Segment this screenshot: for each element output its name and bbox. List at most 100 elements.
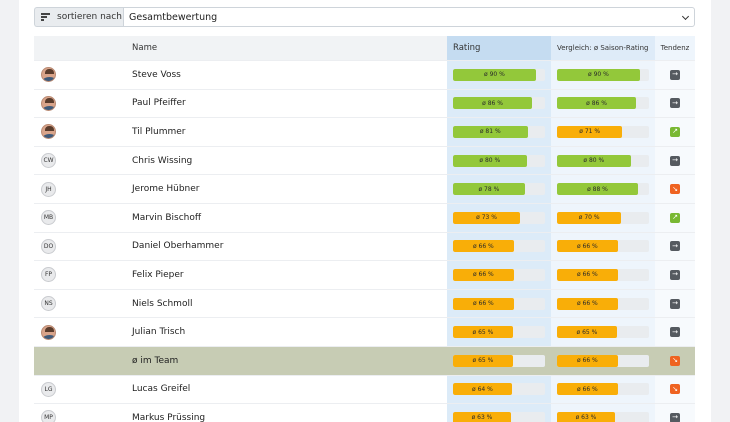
player-name[interactable]: Paul Pfeiffer (132, 98, 186, 109)
header-compare[interactable]: Vergleich: ø Saison-Rating (551, 36, 655, 60)
avatar-cell (34, 61, 132, 89)
compare-cell: ø 65 % (551, 318, 655, 346)
compare-cell: ø 70 % (551, 203, 655, 232)
table-row[interactable]: Julian Trisch ø 65 % ø 65 % → (34, 317, 695, 346)
compare-bar-label: ø 86 % (586, 99, 607, 107)
compare-bar: ø 86 % (557, 97, 649, 110)
arrow-down-right-icon: ↘ (670, 384, 680, 395)
rating-bar-label: ø 65 % (472, 357, 494, 365)
table-row[interactable]: DO Daniel Oberhammer ø 66 % ø 66 % → (34, 231, 695, 261)
rating-bar-label: ø 64 % (472, 385, 493, 393)
header-rating[interactable]: Rating (447, 36, 551, 60)
rating-bar-fill (453, 97, 533, 110)
avatar: MP (41, 410, 56, 422)
compare-cell: ø 66 % (551, 232, 655, 261)
arrow-right-icon: → (670, 412, 680, 422)
table-row[interactable]: MP Markus Prüssing ø 63 % ø 63 % → (34, 403, 695, 422)
player-name[interactable]: Daniel Oberhammer (132, 241, 224, 252)
rating-bar: ø 78 % (453, 183, 545, 196)
rating-bar-fill (453, 68, 536, 81)
compare-bar-fill (557, 383, 618, 396)
table-row[interactable]: JH Jerome Hübner ø 78 % ø 88 % ↘ (34, 174, 695, 203)
compare-bar-fill (557, 154, 631, 167)
player-name[interactable]: Niels Schmoll (132, 298, 193, 309)
arrow-down-right-icon: ↘ (670, 355, 680, 366)
player-name[interactable]: Felix Pieper (132, 269, 184, 280)
compare-bar-fill (557, 211, 622, 224)
avatar-cell: MP (34, 404, 132, 422)
compare-cell: ø 66 % (551, 346, 655, 375)
player-name[interactable]: Julian Trisch (132, 327, 186, 338)
avatar: NS (41, 296, 56, 312)
arrow-right-icon: → (670, 155, 680, 166)
player-name[interactable]: Steve Voss (132, 69, 181, 80)
rating-bar-label: ø 78 % (478, 185, 500, 193)
compare-bar: ø 66 % (557, 297, 649, 310)
table-row[interactable]: Paul Pfeiffer ø 86 % ø 86 % → (34, 88, 695, 118)
avatar-cell (34, 90, 132, 118)
player-name[interactable]: Jerome Hübner (132, 184, 200, 195)
arrow-right-icon: → (670, 327, 680, 338)
trend-cell: → (655, 61, 695, 89)
rating-bar-label: ø 73 % (476, 214, 497, 222)
avatar: LG (41, 381, 56, 397)
compare-bar: ø 70 % (557, 211, 649, 224)
avatar: JH (41, 181, 56, 197)
header-trend[interactable]: Tendenz (655, 36, 695, 60)
player-name[interactable]: Marvin Bischoff (132, 212, 202, 223)
compare-cell: ø 88 % (551, 175, 655, 203)
sort-bar: sortieren nach Gesamtbewertung (34, 7, 695, 27)
rating-bar: ø 73 % (453, 211, 545, 224)
compare-bar: ø 90 % (557, 68, 649, 81)
table-row[interactable]: Til Plummer ø 81 % ø 71 % ↗ (34, 117, 695, 146)
rating-bar-label: ø 80 % (479, 157, 501, 165)
avatar-cell: FP (34, 261, 132, 289)
trend-cell: ↘ (655, 175, 695, 203)
rating-bar-fill (453, 183, 525, 196)
table-row[interactable]: FP Felix Pieper ø 66 % ø 66 % → (34, 260, 695, 289)
player-name[interactable]: Til Plummer (132, 126, 186, 137)
compare-bar: ø 80 % (557, 154, 649, 167)
rating-bar-fill (453, 125, 528, 138)
rating-cell: ø 66 % (447, 289, 551, 318)
sort-select[interactable]: Gesamtbewertung (123, 7, 695, 27)
table-row[interactable]: NS Niels Schmoll ø 66 % ø 66 % → (34, 288, 695, 318)
trend-cell: → (655, 146, 695, 175)
avatar (41, 67, 56, 83)
rating-bar-label: ø 63 % (471, 414, 493, 422)
arrow-up-right-icon: ↗ (670, 126, 680, 137)
rating-cell: ø 81 % (447, 118, 551, 146)
rating-cell: ø 64 % (447, 375, 551, 404)
compare-bar-fill (557, 354, 618, 367)
arrow-down-right-icon: ↘ (670, 184, 680, 195)
table-row[interactable]: LG Lucas Greifel ø 64 % ø 66 % ↘ (34, 374, 695, 404)
rating-bar-label: ø 86 % (482, 99, 503, 107)
chevron-down-icon (681, 12, 690, 21)
rating-bar-fill (453, 326, 513, 339)
compare-bar-fill (557, 297, 618, 310)
sort-label: sortieren nach (34, 7, 123, 27)
rating-bar: ø 63 % (453, 411, 545, 422)
avatar: CW (41, 153, 56, 169)
compare-bar-label: ø 66 % (576, 271, 598, 279)
content-panel: sortieren nach Gesamtbewertung Name Rati… (19, 0, 711, 422)
compare-bar: ø 71 % (557, 125, 649, 138)
player-name[interactable]: ø im Team (132, 346, 447, 375)
trend-cell: → (655, 318, 695, 346)
avatar-cell (34, 118, 132, 146)
compare-bar-label: ø 66 % (576, 357, 598, 365)
compare-cell: ø 86 % (551, 89, 655, 118)
player-name[interactable]: Lucas Greifel (132, 384, 191, 395)
rating-bar-label: ø 81 % (479, 128, 501, 136)
table-row[interactable]: Steve Voss ø 90 % ø 90 % → (34, 60, 695, 89)
table-row[interactable]: MB Marvin Bischoff ø 73 % ø 70 % ↗ (34, 202, 695, 232)
arrow-right-icon: → (670, 241, 680, 252)
header-name[interactable]: Name (132, 43, 158, 53)
compare-cell: ø 90 % (551, 61, 655, 89)
team-average-row[interactable]: ø im Team ø 65 % ø 66 % ↘ (34, 345, 695, 375)
rating-bar-label: ø 90 % (483, 71, 505, 79)
player-name[interactable]: Chris Wissing (132, 155, 193, 166)
table-row[interactable]: CW Chris Wissing ø 80 % ø 80 % → (34, 145, 695, 175)
arrow-right-icon: → (670, 69, 680, 80)
player-name[interactable]: Markus Prüssing (132, 412, 206, 422)
